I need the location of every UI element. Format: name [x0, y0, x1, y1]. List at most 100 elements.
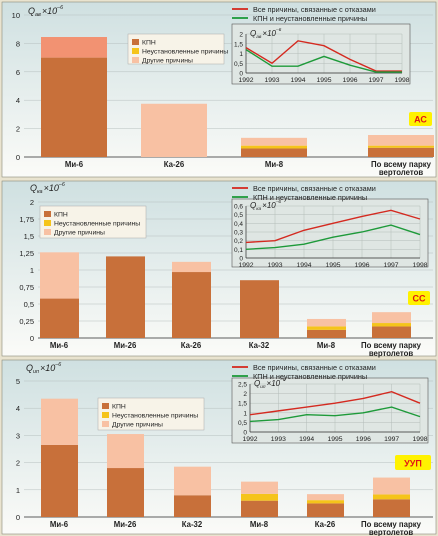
inset-x-tick-label: 1994	[296, 262, 311, 269]
category-badge	[409, 112, 432, 126]
category-label: Ми-8	[317, 341, 336, 350]
legend-swatch	[132, 48, 139, 54]
inset-x-tick-label: 1997	[368, 77, 383, 84]
bar-segment	[241, 493, 278, 501]
bar-segment	[172, 272, 211, 338]
inset-y-tick-label: 0	[239, 71, 243, 78]
legend-label: КПН	[142, 40, 156, 47]
inset-series-line	[245, 209, 421, 244]
bar-segment	[40, 298, 79, 338]
inset-x-tick-label: 1995	[325, 262, 340, 269]
y-tick-label: 1,5	[24, 232, 34, 241]
bar-segment	[241, 481, 278, 494]
legend-swatch	[102, 421, 109, 427]
bar-segment	[373, 494, 410, 500]
bar-segment	[307, 318, 346, 327]
y-tick-label: 4	[16, 96, 20, 105]
bar-segment	[107, 468, 144, 517]
y-tick-label: 8	[16, 39, 20, 48]
bar-segment	[372, 326, 411, 338]
inset-series-line	[249, 390, 421, 416]
y-tick-label: 1	[30, 266, 34, 275]
inset-x-tick-label: 1996	[356, 436, 371, 443]
legend-swatch	[44, 211, 51, 217]
bar-segment	[107, 434, 144, 469]
bar-segment	[141, 103, 207, 157]
legend-label: Неустановленные причины	[54, 221, 140, 228]
category-label: вертолетов	[379, 168, 424, 177]
inset-y-tick-label: 2	[243, 391, 247, 398]
y-tick-label: 1,25	[19, 249, 34, 258]
y-tick-label: 0,5	[24, 300, 34, 309]
category-label: Ми-8	[250, 520, 269, 529]
category-label: По всему парку	[361, 520, 422, 529]
bar-segment	[174, 495, 211, 517]
category-label: Ка-26	[164, 160, 185, 169]
y-tick-label: 6	[16, 68, 20, 77]
bar-legend: КПН Неустановленные причины Другие причины	[127, 33, 228, 65]
bar-segment	[307, 500, 344, 504]
legend-swatch	[102, 403, 109, 409]
legend-swatch	[132, 57, 139, 63]
category-label: Ка-26	[181, 341, 202, 350]
series-legend-label: КПН и неустановленные причины	[253, 14, 367, 23]
legend-label: Другие причины	[112, 422, 163, 429]
series-legend-label: Все причины, связанные с отказами	[253, 363, 376, 372]
y-tick-label: 2	[30, 198, 34, 207]
inset-y-tick-label: 2,5	[238, 382, 247, 389]
bar-segment	[307, 503, 344, 517]
category-label: Ми-6	[65, 160, 84, 169]
inset-x-tick-label: 1997	[383, 262, 398, 269]
category-label: Ми-6	[50, 341, 69, 350]
bar-segment	[241, 148, 307, 157]
y-axis-label: Qип×10–6	[26, 362, 61, 375]
inset-series-line	[245, 49, 402, 73]
inset-x-tick-label: 1994	[290, 77, 305, 84]
bar-segment	[307, 329, 346, 338]
bar-segment	[307, 494, 344, 501]
y-axis-label: Qка×10–6	[30, 182, 65, 195]
inset-x-tick-label: 1998	[412, 262, 427, 269]
y-tick-label: 4	[16, 404, 20, 413]
bar-segment	[368, 134, 434, 146]
y-tick-label: 10	[12, 11, 20, 20]
badge-label: УУП	[404, 459, 422, 469]
inset-x-tick-label: 1998	[394, 77, 409, 84]
category-label: Ка-26	[315, 520, 336, 529]
inset-line-chart: 0 0,1 0,20,3 0,4 0,50,6 1992 1993 1994 1995 1996 1…	[231, 198, 429, 269]
legend-label: Неустановленные причины	[142, 49, 228, 56]
bar-segment	[40, 252, 79, 299]
inset-y-tick-label: 0,5	[234, 212, 243, 219]
inset-y-tick-label: 0,5	[234, 61, 243, 68]
category-label: По всему парку	[361, 341, 422, 350]
inset-y-tick-label: 2	[239, 32, 243, 39]
bar-legend: КПН Неустановленные причины Другие причины	[97, 397, 205, 431]
bar-segment	[368, 145, 434, 148]
y-tick-label: 0	[16, 153, 20, 162]
inset-frame	[231, 198, 429, 268]
inset-y-tick-label: 1,5	[234, 41, 243, 48]
category-label: Ми-26	[114, 341, 137, 350]
y-tick-label: 1,75	[19, 215, 34, 224]
bar-segment	[373, 499, 410, 517]
chart-panel-2: 0 0,25 0,5 0,75 1 1,25 1,5 1,75 2 Qка×10–6 Ми-6 Ми-…	[1, 180, 437, 358]
legend-swatch	[132, 39, 139, 45]
bar-segment	[41, 37, 107, 58]
bar-segment	[373, 477, 410, 495]
bar-segment	[241, 500, 278, 517]
legend-box	[97, 397, 205, 431]
inset-y-tick-label: 0,1	[234, 247, 243, 254]
inset-y-tick-label: 1	[243, 410, 247, 417]
inset-y-tick-label: 0,5	[238, 420, 247, 427]
category-badge	[395, 455, 431, 470]
inset-series-line	[245, 40, 402, 72]
y-tick-label: 5	[16, 377, 20, 386]
legend-label: КПН	[112, 404, 126, 411]
inset-series-line	[245, 224, 421, 251]
y-tick-label: 0	[16, 513, 20, 522]
inset-x-tick-label: 1997	[384, 436, 399, 443]
inset-line-chart: 0 0,5 1 1,5 2 2,5 1992 1993 1994 1995 1996 1997 1998…	[231, 377, 429, 444]
bar-segment	[368, 147, 434, 157]
